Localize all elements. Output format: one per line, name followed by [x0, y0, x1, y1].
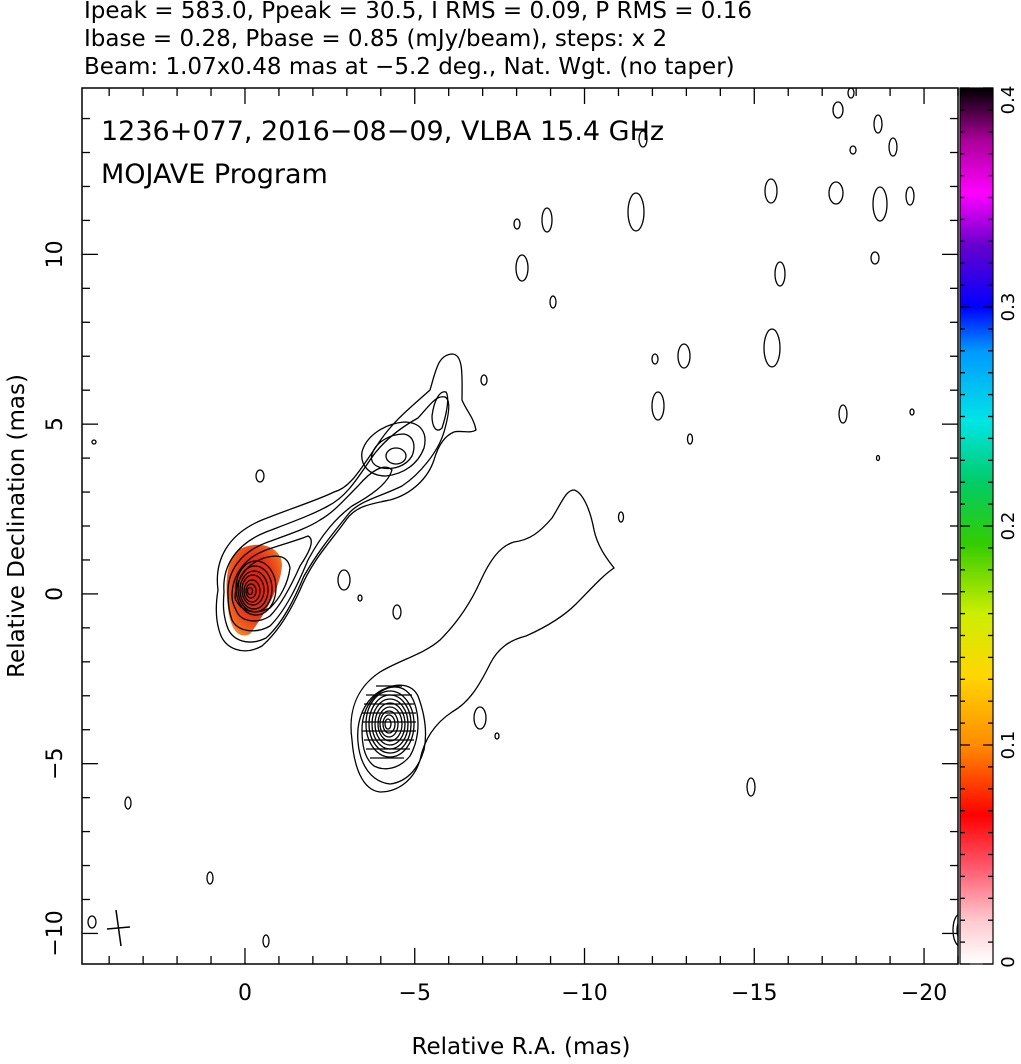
- colorbar-tick-label: 0.1: [998, 731, 1019, 760]
- colorbar-tick-label: 0.2: [998, 512, 1019, 541]
- colorbar-tick-label: 0.4: [998, 86, 1019, 115]
- image-region: [87, 88, 958, 948]
- x-axis-label: Relative R.A. (mas): [412, 1034, 631, 1060]
- y-tick-label: −10: [43, 910, 68, 956]
- y-tick-label: 5: [43, 417, 68, 431]
- y-axis-label: Relative Declination (mas): [4, 374, 30, 678]
- source-title: 1236+077, 2016−08−09, VLBA 15.4 GHz: [101, 116, 664, 147]
- x-tick-label: −10: [561, 981, 607, 1006]
- plot-frame: [81, 87, 959, 965]
- header-line-1: Ipeak = 583.0, Ppeak = 30.5, I RMS = 0.0…: [84, 0, 752, 24]
- y-tick-label: 0: [43, 587, 68, 601]
- x-tick-label: −5: [399, 981, 431, 1006]
- polarization-vectors: [362, 685, 416, 759]
- header-line-2: Ibase = 0.28, Pbase = 0.85 (mJy/beam), s…: [84, 26, 667, 52]
- colorbar-ticks: 0 0.1 0.2 0.3 0.4: [960, 86, 1019, 968]
- program-label: MOJAVE Program: [101, 159, 328, 190]
- y-tick-label: −5: [43, 747, 68, 779]
- x-tick-label: −20: [901, 981, 947, 1006]
- axis-ticks: [82, 88, 959, 964]
- colorbar-tick-label: 0: [998, 956, 1019, 967]
- colorbar-tick-label: 0.3: [998, 293, 1019, 322]
- stokes-i-contours: [87, 88, 958, 948]
- y-tick-label: 10: [43, 240, 68, 268]
- axis-tick-labels: 0 −5 −10 −15 −20 −10 −5 0 5 10: [43, 240, 947, 1006]
- header-line-3: Beam: 1.07x0.48 mas at −5.2 deg., Nat. W…: [84, 54, 735, 80]
- x-tick-label: 0: [238, 981, 252, 1006]
- x-tick-label: −15: [731, 981, 777, 1006]
- beam-cross: [106, 909, 131, 947]
